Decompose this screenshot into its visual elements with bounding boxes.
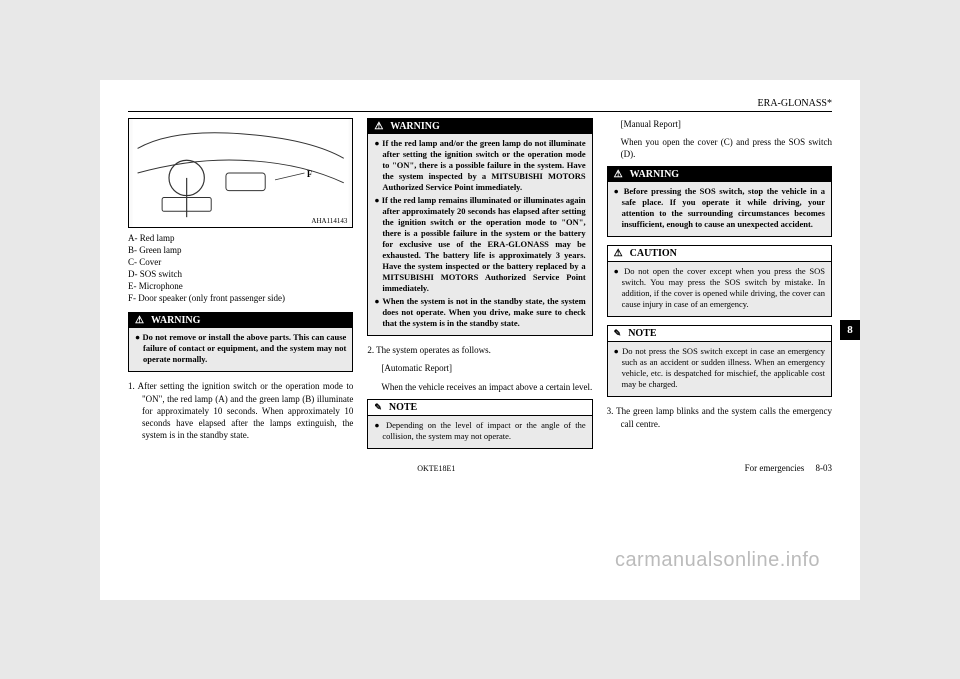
warning-bullet: ● When the system is not in the standby … [382, 296, 585, 329]
warning-box-3: WARNING ● Before pressing the SOS switch… [607, 166, 832, 237]
caution-title: CAUTION [608, 246, 831, 262]
warning-body: ● Do not remove or install the above par… [129, 328, 352, 371]
content-columns: F AHA114143 A- Red lamp B- Green lamp C-… [128, 118, 832, 457]
part-e: E- Microphone [128, 280, 353, 292]
warning-title: WARNING [368, 119, 591, 134]
figure-code: AHA114143 [309, 217, 349, 225]
note-bullet: ● Do not press the SOS switch except in … [622, 346, 825, 390]
warning-box-1: WARNING ● Do not remove or install the a… [128, 312, 353, 372]
part-b: B- Green lamp [128, 244, 353, 256]
note-title: NOTE [608, 326, 831, 342]
figure-label-f: F [307, 169, 313, 179]
caution-body: ● Do not open the cover except when you … [608, 262, 831, 316]
dashboard-illustration [129, 119, 352, 227]
footer-code: OKTE18E1 [128, 464, 745, 473]
note-body: ● Do not press the SOS switch except in … [608, 342, 831, 396]
divider [128, 111, 832, 112]
step-2-line2: [Automatic Report] [367, 362, 592, 374]
warning-box-2: WARNING ● If the red lamp and/or the gre… [367, 118, 592, 337]
column-3: [Manual Report] When you open the cover … [607, 118, 832, 457]
step-2-line1: 2. The system operates as follows. [367, 344, 592, 356]
part-c: C- Cover [128, 256, 353, 268]
warning-body: ● If the red lamp and/or the green lamp … [368, 134, 591, 336]
part-a: A- Red lamp [128, 232, 353, 244]
column-1: F AHA114143 A- Red lamp B- Green lamp C-… [128, 118, 353, 457]
note-box-2: NOTE ● Do not press the SOS switch excep… [607, 325, 832, 397]
footer-section-page: For emergencies 8-03 [745, 463, 832, 473]
caution-box: CAUTION ● Do not open the cover except w… [607, 245, 832, 317]
note-bullet: ● Depending on the level of impact or th… [382, 420, 585, 442]
dashboard-figure: F AHA114143 [128, 118, 353, 228]
page-header: ERA-GLONASS* [128, 98, 832, 109]
warning-title: WARNING [608, 167, 831, 182]
warning-body: ● Before pressing the SOS switch, stop t… [608, 182, 831, 236]
chapter-tab: 8 [840, 320, 860, 340]
watermark: carmanualsonline.info [615, 549, 820, 572]
warning-bullet: ● Do not remove or install the above par… [143, 332, 346, 365]
part-f: F- Door speaker (only front passenger si… [128, 292, 353, 304]
manual-report-line2: When you open the cover (C) and press th… [607, 136, 832, 160]
footer-section: For emergencies [745, 463, 805, 473]
page-footer: OKTE18E1 For emergencies 8-03 [128, 463, 832, 473]
part-d: D- SOS switch [128, 268, 353, 280]
parts-list: A- Red lamp B- Green lamp C- Cover D- SO… [128, 232, 353, 305]
warning-bullet: ● If the red lamp and/or the green lamp … [382, 138, 585, 193]
step-1: 1. After setting the ignition switch or … [128, 380, 353, 441]
manual-report-line1: [Manual Report] [607, 118, 832, 130]
warning-bullet: ● If the red lamp remains illuminated or… [382, 195, 585, 294]
warning-bullet: ● Before pressing the SOS switch, stop t… [622, 186, 825, 230]
warning-title: WARNING [129, 313, 352, 328]
step-3: 3. The green lamp blinks and the system … [607, 405, 832, 429]
note-body: ● Depending on the level of impact or th… [368, 416, 591, 448]
footer-page: 8-03 [816, 463, 833, 473]
note-box-1: NOTE ● Depending on the level of impact … [367, 399, 592, 449]
step-2-line3: When the vehicle receives an impact abov… [367, 381, 592, 393]
note-title: NOTE [368, 400, 591, 416]
caution-bullet: ● Do not open the cover except when you … [622, 266, 825, 310]
column-2: WARNING ● If the red lamp and/or the gre… [367, 118, 592, 457]
